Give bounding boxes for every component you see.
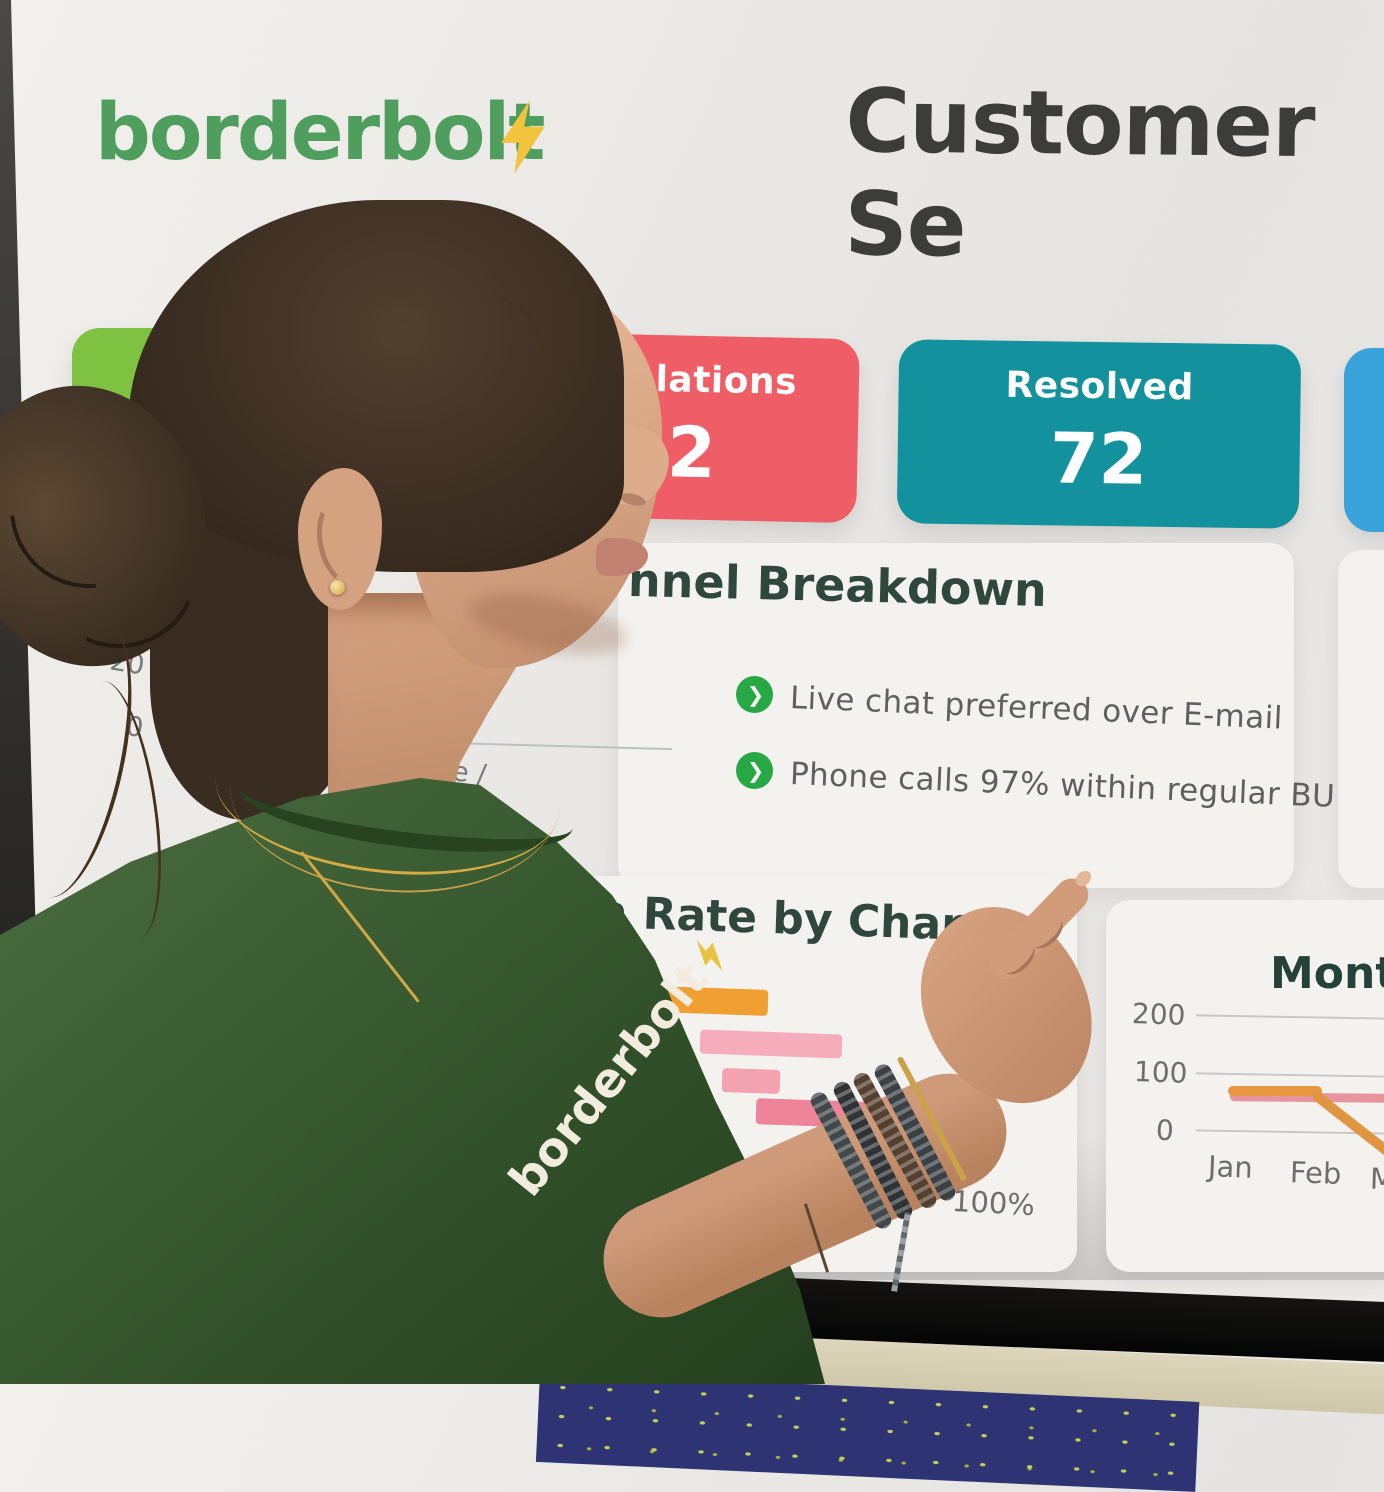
monthly-chart-title: Month (1270, 948, 1384, 999)
rate-bar-pink (721, 1067, 781, 1095)
monthly-xtick: M (1369, 1161, 1384, 1197)
dashboard-title: Customer Se (843, 69, 1315, 277)
kpi-card-value: 72 (1049, 417, 1148, 501)
rate-bar-pink (699, 1029, 843, 1059)
borderbolt-logo: borderbolt (95, 88, 546, 178)
monthly-ytick: 200 (1131, 997, 1187, 1032)
right-edge-panel (1338, 550, 1384, 888)
kpi-card-label: Resolved (1005, 364, 1195, 409)
kpi-card-blue (1344, 348, 1384, 532)
channel-breakdown-panel (618, 543, 1294, 888)
monthly-xtick: Jan (1207, 1149, 1254, 1185)
chevron-right-icon (736, 752, 773, 789)
monthly-line-orange (1228, 1086, 1322, 1096)
channel-breakdown-title: nnel Breakdown (627, 552, 1048, 618)
monthly-ytick: 0 (1155, 1113, 1175, 1148)
monthly-xtick: Feb (1289, 1155, 1342, 1191)
earring (330, 580, 345, 595)
monthly-ytick: 100 (1133, 1055, 1189, 1090)
kpi-card-resolved: Resolved 72 (896, 339, 1302, 529)
rate-chart-xtick: 100% (951, 1183, 1036, 1223)
chevron-right-icon (736, 676, 773, 713)
